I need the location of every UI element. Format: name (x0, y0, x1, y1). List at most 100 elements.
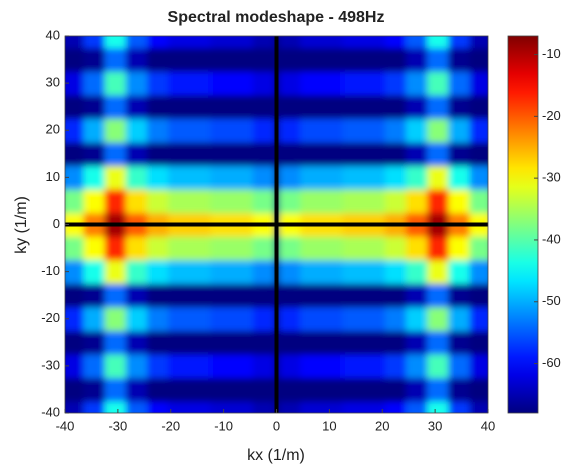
heat-cell (125, 71, 148, 96)
heat-cell (168, 283, 190, 308)
heat-cell (231, 189, 254, 214)
heat-cell (146, 236, 169, 261)
y-tick-label: 0 (53, 216, 60, 231)
heat-cell (427, 47, 449, 72)
heat-cell (406, 189, 428, 214)
colorbar-tick-label: -40 (542, 231, 561, 246)
heat-cell (83, 142, 106, 167)
heat-cell (448, 236, 470, 261)
y-tick-label: 30 (46, 75, 60, 90)
heat-cell (252, 36, 275, 49)
heat-cell (427, 377, 449, 402)
heat-cell (342, 330, 365, 355)
heat-cell (125, 401, 148, 413)
x-tick-label: 20 (375, 418, 389, 433)
heat-cell (252, 47, 275, 72)
heat-cell (300, 118, 322, 143)
heat-cell (83, 330, 106, 355)
heat-cell (189, 236, 211, 261)
heat-cell (83, 306, 106, 332)
y-tick-label: 10 (46, 169, 60, 184)
heat-cell (104, 236, 127, 261)
heat-cell (427, 306, 449, 332)
heat-cell (469, 118, 488, 143)
heat-cell (104, 354, 127, 379)
heat-cell (104, 36, 127, 49)
heat-cell (146, 401, 169, 413)
heat-cell (427, 36, 449, 49)
heat-cell (321, 189, 344, 214)
heat-cell (168, 330, 190, 355)
heat-cell (406, 377, 428, 402)
heat-cell (189, 354, 211, 379)
heat-cell (279, 165, 301, 190)
colorbar-tick-label: -30 (542, 170, 561, 185)
heat-cell (252, 94, 275, 119)
heat-cell (427, 142, 449, 167)
x-tick-label: 10 (322, 418, 336, 433)
heat-cell (342, 354, 365, 379)
heat-cell (146, 377, 169, 402)
heat-cell (252, 283, 275, 308)
heat-cell (231, 165, 254, 190)
heat-cell (168, 118, 190, 143)
heat-cell (300, 189, 322, 214)
heat-cell (427, 401, 449, 413)
heat-cell (406, 401, 428, 413)
heat-cell (83, 377, 106, 402)
heat-cell (469, 236, 488, 261)
heat-cell (427, 259, 449, 284)
heat-cell (448, 189, 470, 214)
heat-cell (406, 283, 428, 308)
heat-cell (321, 94, 344, 119)
heat-cell (342, 236, 365, 261)
y-tick-label: -10 (41, 263, 60, 278)
heat-cell (384, 118, 407, 143)
heat-cell (189, 142, 211, 167)
heat-cell (321, 377, 344, 402)
heat-cell (168, 71, 190, 96)
heat-cell (210, 71, 233, 96)
x-tick-label: 30 (428, 418, 442, 433)
heat-cell (384, 94, 407, 119)
heat-cell (363, 377, 386, 402)
heat-cell (65, 236, 85, 261)
heat-cell (384, 401, 407, 413)
heat-cell (189, 36, 211, 49)
y-axis-label: ky (1/m) (13, 196, 30, 254)
heat-cell (469, 377, 488, 402)
heat-cell (342, 377, 365, 402)
heat-cell (279, 47, 301, 72)
heat-cell (146, 330, 169, 355)
heat-cell (104, 47, 127, 72)
heat-cell (65, 142, 85, 167)
heat-cell (168, 36, 190, 49)
heat-cell (427, 330, 449, 355)
y-tick-label: -20 (41, 310, 60, 325)
heat-cell (168, 401, 190, 413)
heat-cell (125, 118, 148, 143)
heat-cell (189, 71, 211, 96)
heat-cell (321, 236, 344, 261)
heat-cell (321, 401, 344, 413)
heat-cell (406, 259, 428, 284)
heat-cell (65, 330, 85, 355)
heat-cell (321, 259, 344, 284)
heat-cell (279, 36, 301, 49)
heat-cell (384, 189, 407, 214)
heat-cell (83, 236, 106, 261)
heat-cell (189, 306, 211, 332)
heat-cell (231, 259, 254, 284)
heat-cell (279, 330, 301, 355)
heat-cell (406, 71, 428, 96)
x-tick-label: -30 (108, 418, 127, 433)
heat-cell (125, 354, 148, 379)
heat-cell (252, 306, 275, 332)
heat-cell (363, 354, 386, 379)
heat-cell (252, 189, 275, 214)
heat-cell (125, 94, 148, 119)
heat-cell (83, 165, 106, 190)
heat-cell (146, 283, 169, 308)
x-tick-label: -40 (56, 418, 75, 433)
